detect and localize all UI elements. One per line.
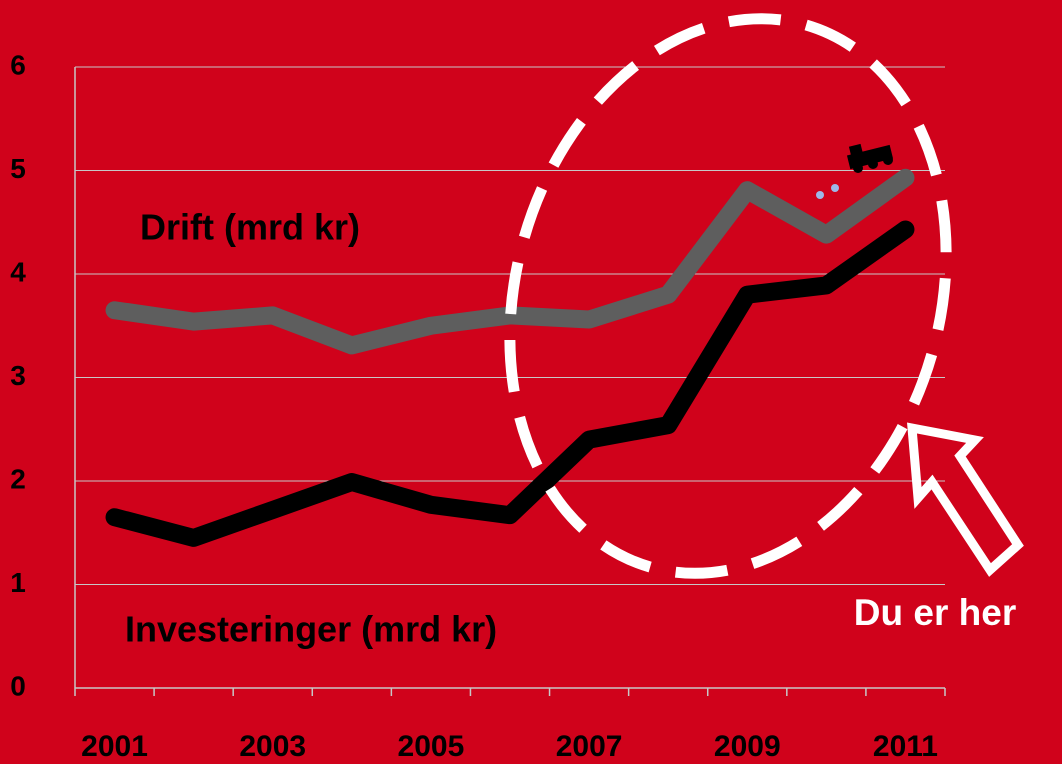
series-label: Investeringer (mrd kr) xyxy=(125,609,497,650)
series-label: Drift (mrd kr) xyxy=(140,207,360,248)
x-tick-label: 2009 xyxy=(714,730,781,763)
x-tick-label: 2005 xyxy=(398,730,465,763)
x-tick-label: 2007 xyxy=(556,730,623,763)
annotation: Du er her xyxy=(854,592,1016,633)
page: {"chart_data": {"type": "line", "categor… xyxy=(0,0,1062,764)
x-tick-label: 2003 xyxy=(239,730,306,763)
y-tick-label: 1 xyxy=(10,567,26,598)
y-tick-label: 6 xyxy=(10,49,26,80)
x-tick-label: 2011 xyxy=(873,730,938,763)
y-tick-label: 4 xyxy=(10,256,26,287)
chart: Du er her 0 1 2 3 4 5 6 2001 2003 2005 2007 2009 201… xyxy=(0,0,1062,764)
y-tick-label: 3 xyxy=(10,360,26,391)
x-tick-label: 2001 xyxy=(81,730,148,763)
y-tick-label: 2 xyxy=(10,463,26,494)
y-tick-label: 0 xyxy=(10,670,26,701)
y-tick-label: 5 xyxy=(10,153,26,184)
